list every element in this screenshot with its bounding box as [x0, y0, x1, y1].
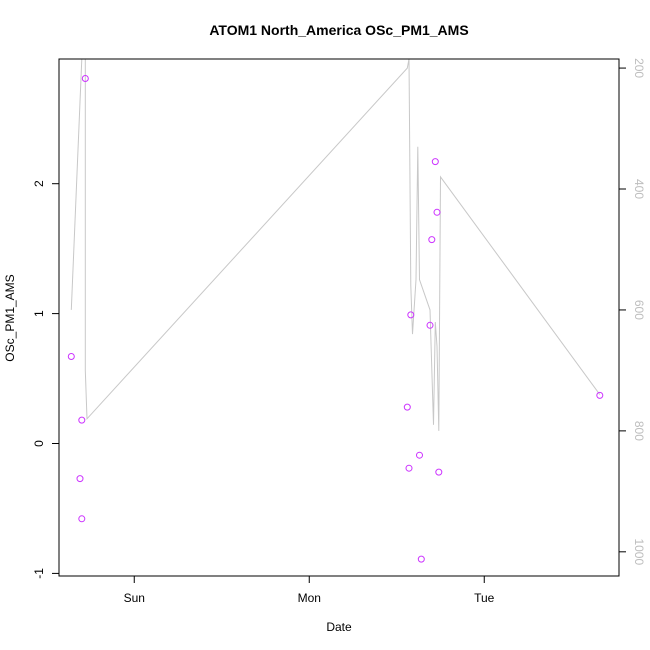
y2-axis: 200 400 600 800 1000: [618, 58, 646, 565]
x-tick-label: Sun: [124, 591, 145, 605]
data-point: [433, 208, 441, 216]
plot-frame: [58, 58, 620, 577]
data-point: [435, 468, 443, 476]
y2-tick-label: 400: [632, 179, 646, 199]
data-point: [403, 403, 411, 411]
y2-tick-label: 1000: [632, 538, 646, 565]
data-point: [407, 311, 415, 319]
points-series: [67, 75, 604, 563]
data-point: [426, 321, 434, 329]
data-point: [416, 451, 423, 459]
y-tick-label: 2: [32, 180, 46, 187]
data-point: [76, 475, 84, 483]
data-point: [78, 515, 86, 523]
y-axis: -1 0 1 2: [32, 180, 60, 579]
y2-tick-label: 200: [632, 58, 646, 78]
data-point: [67, 353, 75, 360]
chart-title: ATOM1 North_America OSc_PM1_AMS: [209, 22, 468, 38]
data-point: [428, 236, 436, 244]
y2-tick-label: 800: [632, 421, 646, 441]
line-series-path: [70, 59, 601, 431]
x-axis-label: Date: [326, 620, 352, 634]
y-tick-label: -1: [32, 568, 46, 579]
data-point: [405, 464, 413, 472]
y-tick-label: 1: [32, 310, 46, 317]
data-point: [417, 555, 425, 563]
y-axis-label: OSc_PM1_AMS: [3, 274, 17, 361]
data-point: [81, 75, 89, 82]
y-tick-label: 0: [32, 440, 46, 447]
data-point: [596, 391, 604, 399]
x-axis: Sun Mon Tue: [124, 575, 495, 605]
data-point: [78, 416, 86, 424]
data-point: [431, 158, 439, 166]
x-tick-label: Mon: [298, 591, 321, 605]
line-series: [70, 59, 601, 431]
x-tick-label: Tue: [474, 591, 495, 605]
y2-tick-label: 600: [632, 300, 646, 320]
